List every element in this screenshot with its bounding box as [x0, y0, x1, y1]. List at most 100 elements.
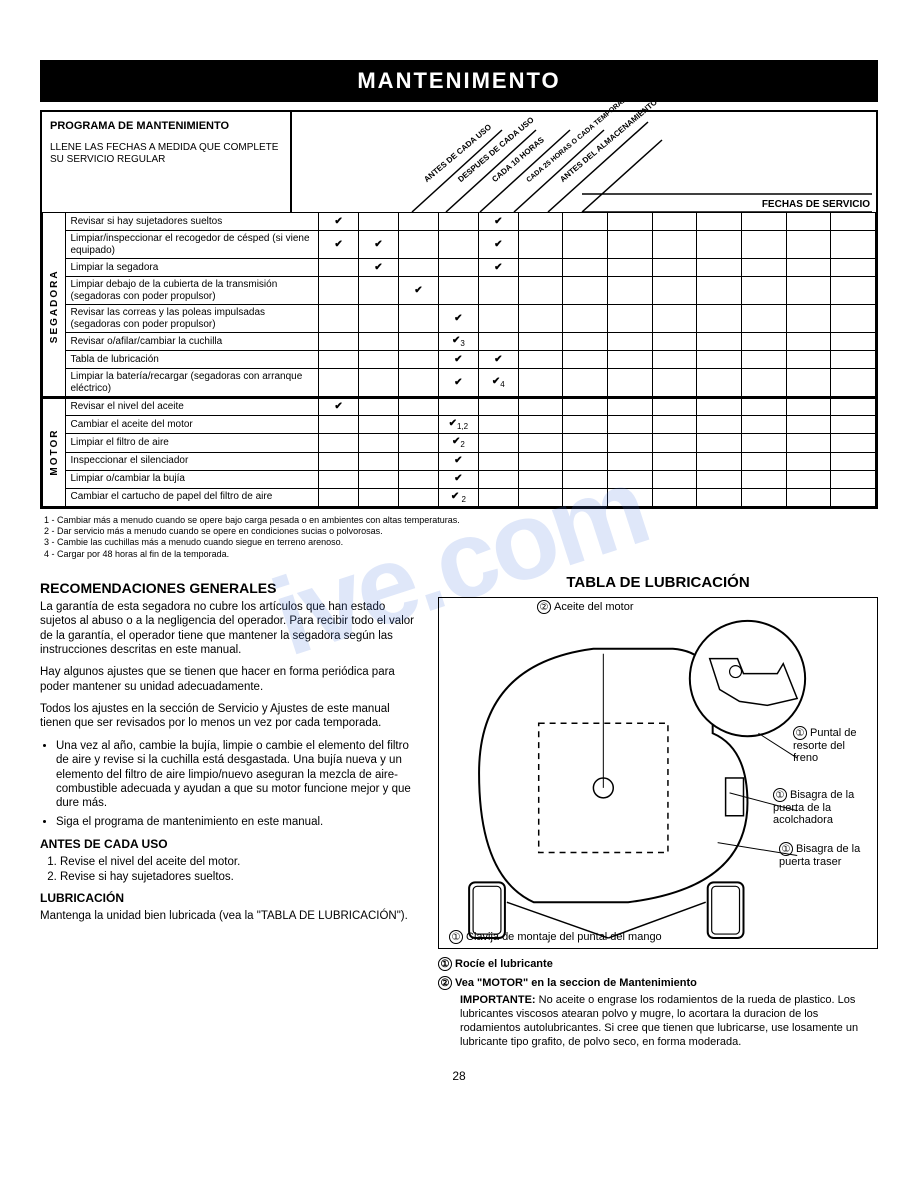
- legend-1: ①Rocíe el lubricante: [438, 957, 878, 972]
- service-date-cell: [786, 434, 831, 452]
- check-cell: [359, 305, 399, 333]
- service-date-cell: [652, 488, 697, 506]
- check-cell: ✔ 2: [438, 488, 478, 506]
- check-cell: [398, 333, 438, 351]
- check-cell: [359, 434, 399, 452]
- service-date-cell: [697, 333, 742, 351]
- check-cell: [478, 488, 518, 506]
- task-cell: Limpiar la segadora: [66, 259, 319, 277]
- check-cell: [398, 416, 438, 434]
- task-cell: Revisar si hay sujetadores sueltos: [66, 213, 319, 231]
- task-cell: Limpiar/inspeccionar el recogedor de cés…: [66, 231, 319, 259]
- service-date-cell: [786, 369, 831, 398]
- check-cell: [398, 213, 438, 231]
- num-1: Revise el nivel del aceite del motor.: [60, 855, 420, 870]
- service-date-cell: [608, 259, 653, 277]
- check-cell: [398, 488, 438, 506]
- check-cell: [438, 398, 478, 416]
- service-date-cell: [741, 259, 786, 277]
- service-date-cell: [741, 434, 786, 452]
- check-cell: [478, 305, 518, 333]
- service-date-cell: [563, 351, 608, 369]
- service-date-cell: [518, 488, 563, 506]
- service-date-cell: [608, 369, 653, 398]
- check-cell: [398, 351, 438, 369]
- bullet-1: Una vez al año, cambie la bujía, limpie …: [56, 739, 420, 811]
- service-date-cell: [697, 488, 742, 506]
- service-date-cell: [608, 470, 653, 488]
- service-date-cell: [697, 231, 742, 259]
- service-date-cell: [563, 277, 608, 305]
- check-cell: ✔: [359, 231, 399, 259]
- service-date-cell: [786, 277, 831, 305]
- service-date-cell: [652, 369, 697, 398]
- service-date-cell: [697, 277, 742, 305]
- service-date-cell: [697, 416, 742, 434]
- page-number: 28: [40, 1069, 878, 1083]
- para-warranty: La garantía de esta segadora no cubre lo…: [40, 600, 420, 658]
- footnote-1: 1 - Cambiar más a menudo cuando se opere…: [44, 515, 878, 526]
- service-date-cell: [518, 369, 563, 398]
- service-date-cell: [608, 488, 653, 506]
- check-cell: [319, 351, 359, 369]
- task-cell: Limpiar debajo de la cubierta de la tran…: [66, 277, 319, 305]
- left-column: RECOMENDACIONES GENERALES La garantía de…: [40, 574, 420, 1054]
- check-cell: ✔: [319, 398, 359, 416]
- legend-2: ②Vea "MOTOR" en la seccion de Mantenimie…: [438, 976, 878, 991]
- service-date-cell: [563, 398, 608, 416]
- service-date-cell: [741, 488, 786, 506]
- service-date-cell: [652, 333, 697, 351]
- section-label: SEGADORA: [43, 213, 66, 398]
- num-2: Revise si hay sujetadores sueltos.: [60, 870, 420, 885]
- service-date-cell: [563, 434, 608, 452]
- service-date-cell: [741, 452, 786, 470]
- service-date-cell: [563, 305, 608, 333]
- service-date-cell: [518, 259, 563, 277]
- task-cell: Cambiar el cartucho de papel del filtro …: [66, 488, 319, 506]
- service-date-cell: [786, 398, 831, 416]
- service-date-cell: [563, 259, 608, 277]
- service-date-cell: [563, 470, 608, 488]
- program-title: PROGRAMA DE MANTENIMIENTO: [50, 120, 282, 132]
- task-cell: Limpiar la batería/recargar (segadoras c…: [66, 369, 319, 398]
- service-date-cell: [608, 452, 653, 470]
- service-date-cell: [741, 333, 786, 351]
- service-date-cell: [563, 213, 608, 231]
- check-cell: ✔3: [438, 333, 478, 351]
- service-date-cell: [652, 452, 697, 470]
- check-cell: [359, 333, 399, 351]
- service-date-cell: [652, 277, 697, 305]
- check-cell: ✔: [438, 452, 478, 470]
- check-cell: [319, 277, 359, 305]
- check-cell: ✔: [438, 351, 478, 369]
- numbered-list: Revise el nivel del aceite del motor. Re…: [40, 855, 420, 885]
- service-date-cell: [608, 434, 653, 452]
- service-date-cell: [518, 333, 563, 351]
- service-date-cell: [608, 351, 653, 369]
- check-cell: [359, 213, 399, 231]
- service-date-cell: [831, 434, 876, 452]
- service-date-cell: [786, 488, 831, 506]
- service-date-cell: [652, 231, 697, 259]
- service-date-cell: [652, 470, 697, 488]
- check-cell: ✔: [359, 259, 399, 277]
- check-cell: ✔: [478, 351, 518, 369]
- service-date-cell: [518, 416, 563, 434]
- service-date-cell: [563, 452, 608, 470]
- check-cell: ✔: [438, 470, 478, 488]
- schedule-diagonal-headers: ANTES DE CADA USO DESPUES DE CADA USO CA…: [292, 112, 876, 212]
- service-date-cell: [652, 398, 697, 416]
- service-date-cell: [608, 398, 653, 416]
- check-cell: [359, 452, 399, 470]
- service-date-cell: [652, 259, 697, 277]
- footnote-3: 3 - Cambie las cuchillas más a menudo cu…: [44, 537, 878, 548]
- bullet-2: Siga el programa de mantenimiento en est…: [56, 815, 420, 829]
- service-date-cell: [741, 231, 786, 259]
- service-date-cell: [697, 470, 742, 488]
- check-cell: ✔: [319, 213, 359, 231]
- service-date-cell: [831, 305, 876, 333]
- check-cell: [359, 369, 399, 398]
- service-date-cell: [697, 351, 742, 369]
- service-date-cell: [518, 351, 563, 369]
- service-date-cell: [518, 470, 563, 488]
